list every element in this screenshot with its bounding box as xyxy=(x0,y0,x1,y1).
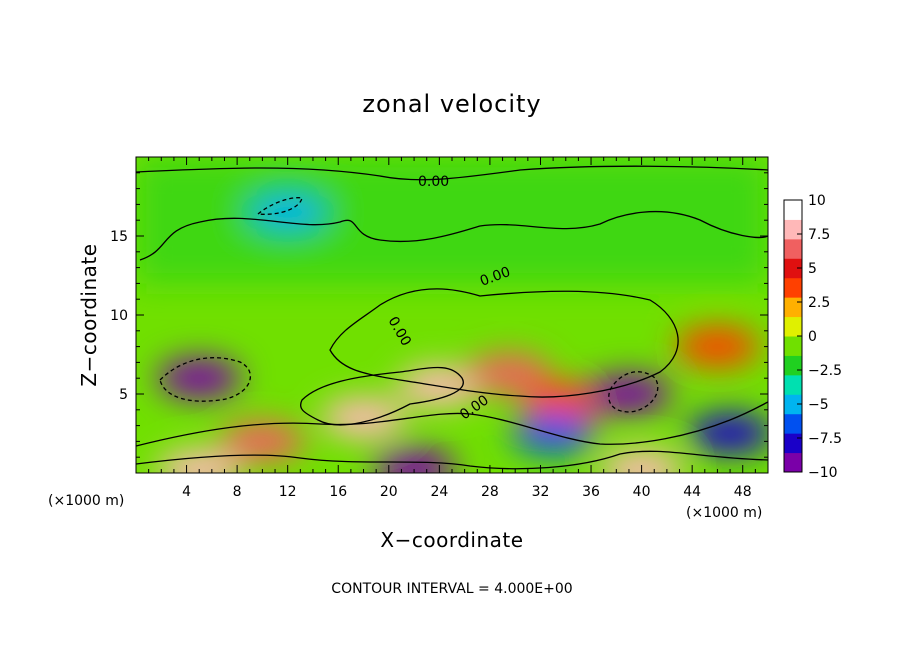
colorbar-tick-label: 5 xyxy=(808,261,817,277)
colorbar-tick-label: 10 xyxy=(808,193,826,209)
pos-contour-center xyxy=(299,366,464,426)
x-tick-label: 12 xyxy=(279,484,297,500)
x-tick-label: 36 xyxy=(582,484,600,500)
x-tick-label: 28 xyxy=(481,484,499,500)
field-feature-2 xyxy=(321,397,406,438)
field-feature-10 xyxy=(372,448,457,473)
field-feature-4 xyxy=(466,353,551,394)
field-feature-12 xyxy=(599,449,684,473)
x-tick-label: 16 xyxy=(329,484,347,500)
contour-lines xyxy=(136,165,768,470)
x-axis: 4 8 12 16 20 24 28 32 36 40 44 48 xyxy=(148,157,756,500)
colorbar-swatch xyxy=(784,277,802,298)
field-feature-5 xyxy=(523,381,608,422)
neg-contour-top xyxy=(256,197,303,215)
zero-contour-bottom xyxy=(136,450,768,470)
y-axis-label: Z−coordinate xyxy=(77,243,101,386)
colorbar-swatch xyxy=(784,200,802,220)
x-unit-label-right: (×1000 m) xyxy=(686,505,762,521)
field-feature-0 xyxy=(157,358,242,399)
colorbar-swatch xyxy=(784,374,802,395)
x-tick-label: 40 xyxy=(633,484,651,500)
colorbar-swatch xyxy=(784,433,802,454)
x-unit-label-left: (×1000 m) xyxy=(48,493,124,509)
colorbar-tick-label: −2.5 xyxy=(808,363,842,379)
colorbar-swatch xyxy=(784,219,802,240)
colorbar-swatch xyxy=(784,238,802,259)
colorbar-swatch xyxy=(784,355,802,376)
colorbar-tick-label: 0 xyxy=(808,329,817,345)
x-tick-label: 48 xyxy=(734,484,752,500)
colorbar-swatch xyxy=(784,297,802,318)
colorbar-swatch xyxy=(784,394,802,415)
colorbar-tick-label: −7.5 xyxy=(808,431,842,447)
contour-label: 0.00 xyxy=(418,174,449,190)
x-tick-label: 32 xyxy=(532,484,550,500)
contour-interval-note: CONTOUR INTERVAL = 4.000E+00 xyxy=(331,581,572,597)
colorbar-swatch xyxy=(784,258,802,279)
colorbar-swatch xyxy=(784,452,802,473)
field-band-upper xyxy=(136,157,768,284)
colorbar-swatch xyxy=(784,413,802,434)
field-feature-1 xyxy=(220,421,305,462)
field-feature-7 xyxy=(675,326,760,367)
x-tick-label: 20 xyxy=(380,484,398,500)
colorbar-swatch xyxy=(784,336,802,356)
y-tick-label: 5 xyxy=(119,387,128,403)
neg-contour-left xyxy=(159,357,252,402)
colorbar-tick-label: 2.5 xyxy=(808,295,830,311)
x-axis-label: X−coordinate xyxy=(380,528,523,552)
colorbar-swatch xyxy=(784,316,802,337)
x-tick-label: 24 xyxy=(430,484,448,500)
zero-contour-center xyxy=(329,288,679,398)
chart-title: zonal velocity xyxy=(362,90,541,118)
plot-area: 0.000.000.000.00 xyxy=(136,157,768,473)
x-tick-label: 4 xyxy=(182,484,191,500)
y-tick-label: 15 xyxy=(110,229,128,245)
x-tick-label: 8 xyxy=(233,484,242,500)
field-feature-13 xyxy=(245,192,330,233)
colorbar-tick-label: −10 xyxy=(808,465,838,481)
colorbar: 10 7.5 5 2.5 0 −2.5 −5 −7.5 −10 xyxy=(783,193,842,481)
field-feature-8 xyxy=(688,413,768,454)
y-tick-label: 10 xyxy=(110,308,128,324)
field-feature-6 xyxy=(586,374,671,414)
y-axis: 5 10 15 xyxy=(110,172,768,458)
colorbar-tick-label: −5 xyxy=(808,397,829,413)
zero-contour-upper xyxy=(136,165,768,181)
zero-contour-lower xyxy=(136,401,768,447)
x-tick-label: 44 xyxy=(683,484,701,500)
zero-contour-mid xyxy=(139,210,768,261)
colorbar-tick-label: 7.5 xyxy=(808,227,830,243)
